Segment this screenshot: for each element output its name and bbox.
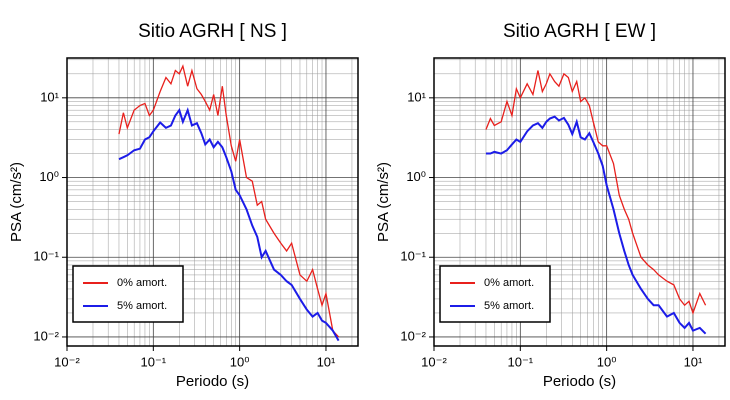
y-axis-label: PSA (cm/s²) (8, 162, 25, 242)
x-tick-label: 10⁻¹ (140, 354, 166, 369)
y-axis-label: PSA (cm/s²) (375, 162, 392, 242)
x-tick-label: 10⁰ (230, 354, 250, 369)
x-axis-label: Periodo (s) (543, 373, 616, 390)
legend-label: 5% amort. (484, 300, 534, 312)
plot-frame (433, 57, 726, 347)
y-tick-label: 10⁰ (406, 169, 426, 184)
chart-title: Sitio AGRH [ NS ] (138, 21, 287, 42)
series-line (485, 70, 707, 315)
y-tick-label: 10⁰ (39, 169, 59, 184)
legend-box (72, 265, 184, 323)
x-tick-label: 10⁻¹ (507, 354, 533, 369)
legend-label: 0% amort. (484, 277, 534, 289)
x-tick-label: 10⁻² (421, 354, 447, 369)
y-tick-label: 10⁻¹ (33, 249, 59, 264)
legend-label: 5% amort. (117, 300, 167, 312)
x-tick-label: 10¹ (317, 354, 336, 369)
plot-frame (66, 57, 359, 347)
x-tick-label: 10¹ (684, 354, 703, 369)
series-line (118, 64, 340, 338)
x-axis-label: Periodo (s) (176, 373, 249, 390)
legend-label: 0% amort. (117, 277, 167, 289)
y-tick-label: 10⁻² (33, 328, 59, 343)
series-line (118, 107, 340, 342)
x-tick-label: 10⁻² (54, 354, 80, 369)
legend-box (439, 265, 551, 323)
y-tick-label: 10¹ (407, 89, 426, 104)
x-tick-label: 10⁰ (597, 354, 617, 369)
series-line (485, 115, 707, 335)
y-tick-label: 10¹ (40, 89, 59, 104)
y-tick-label: 10⁻² (400, 328, 426, 343)
y-tick-label: 10⁻¹ (400, 249, 426, 264)
chart-title: Sitio AGRH [ EW ] (503, 21, 656, 42)
